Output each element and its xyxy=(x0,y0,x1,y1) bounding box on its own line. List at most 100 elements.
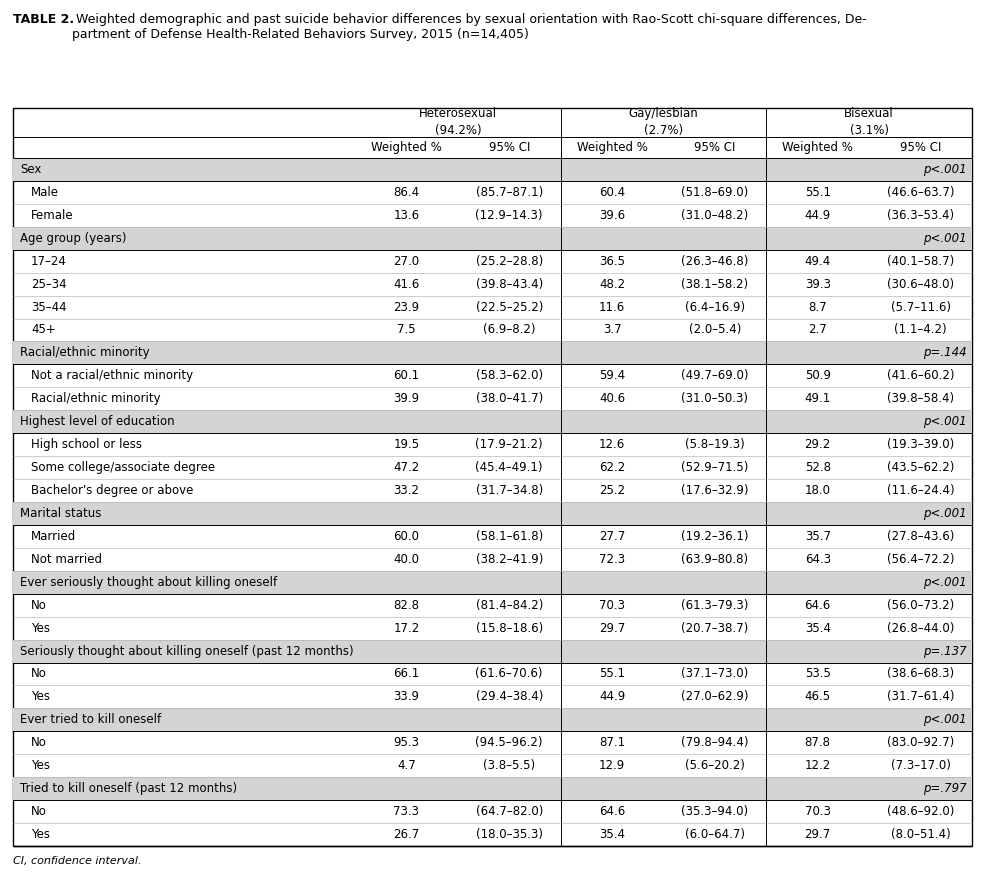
Text: 44.9: 44.9 xyxy=(599,690,625,704)
Text: 23.9: 23.9 xyxy=(393,301,420,314)
Text: 72.3: 72.3 xyxy=(599,553,625,565)
Text: 12.2: 12.2 xyxy=(805,760,831,773)
Text: 64.6: 64.6 xyxy=(805,599,831,612)
Text: 12.6: 12.6 xyxy=(599,438,625,451)
Text: (40.1–58.7): (40.1–58.7) xyxy=(886,254,954,267)
Text: Female: Female xyxy=(31,209,74,222)
Text: (35.3–94.0): (35.3–94.0) xyxy=(682,805,749,818)
Text: High school or less: High school or less xyxy=(31,438,142,451)
Text: 46.5: 46.5 xyxy=(805,690,830,704)
Bar xyxy=(13,226,972,250)
Text: Highest level of education: Highest level of education xyxy=(20,415,174,428)
Text: Seriously thought about killing oneself (past 12 months): Seriously thought about killing oneself … xyxy=(20,644,354,657)
Text: (6.4–16.9): (6.4–16.9) xyxy=(685,301,745,314)
Text: 26.7: 26.7 xyxy=(393,828,420,841)
Text: (39.8–58.4): (39.8–58.4) xyxy=(887,392,954,406)
Text: (19.2–36.1): (19.2–36.1) xyxy=(682,530,749,543)
Text: Ever tried to kill oneself: Ever tried to kill oneself xyxy=(20,713,162,726)
Bar xyxy=(13,709,972,732)
Text: 87.8: 87.8 xyxy=(805,736,830,749)
Text: (17.6–32.9): (17.6–32.9) xyxy=(682,484,749,497)
Text: 50.9: 50.9 xyxy=(805,370,830,382)
Text: 87.1: 87.1 xyxy=(599,736,625,749)
Text: (58.3–62.0): (58.3–62.0) xyxy=(476,370,543,382)
Text: (6.0–64.7): (6.0–64.7) xyxy=(685,828,745,841)
Text: 4.7: 4.7 xyxy=(397,760,416,773)
Text: (64.7–82.0): (64.7–82.0) xyxy=(476,805,543,818)
Text: 70.3: 70.3 xyxy=(805,805,830,818)
Text: (11.6–24.4): (11.6–24.4) xyxy=(886,484,954,497)
Text: (81.4–84.2): (81.4–84.2) xyxy=(476,599,543,612)
Text: 33.2: 33.2 xyxy=(393,484,420,497)
Text: (6.9–8.2): (6.9–8.2) xyxy=(483,323,536,336)
Text: 73.3: 73.3 xyxy=(393,805,420,818)
Text: Not a racial/ethnic minority: Not a racial/ethnic minority xyxy=(31,370,193,382)
Text: (31.7–61.4): (31.7–61.4) xyxy=(886,690,954,704)
Text: 29.7: 29.7 xyxy=(599,621,625,635)
Bar xyxy=(13,502,972,525)
Text: 11.6: 11.6 xyxy=(599,301,625,314)
Text: Sex: Sex xyxy=(20,163,41,176)
Text: 36.5: 36.5 xyxy=(599,254,625,267)
Text: 25–34: 25–34 xyxy=(31,278,67,291)
Text: Some college/associate degree: Some college/associate degree xyxy=(31,461,215,474)
Text: 70.3: 70.3 xyxy=(599,599,625,612)
Text: (30.6–48.0): (30.6–48.0) xyxy=(887,278,954,291)
Text: 35–44: 35–44 xyxy=(31,301,67,314)
Text: Married: Married xyxy=(31,530,76,543)
Text: 48.2: 48.2 xyxy=(599,278,625,291)
Text: (43.5–62.2): (43.5–62.2) xyxy=(886,461,954,474)
Text: 41.6: 41.6 xyxy=(393,278,420,291)
Text: (19.3–39.0): (19.3–39.0) xyxy=(886,438,954,451)
Text: Yes: Yes xyxy=(31,621,50,635)
Text: (5.6–20.2): (5.6–20.2) xyxy=(685,760,745,773)
Text: (41.6–60.2): (41.6–60.2) xyxy=(886,370,954,382)
Text: 64.6: 64.6 xyxy=(599,805,625,818)
Text: (29.4–38.4): (29.4–38.4) xyxy=(476,690,543,704)
Text: 95% CI: 95% CI xyxy=(489,141,530,154)
Text: (48.6–92.0): (48.6–92.0) xyxy=(886,805,954,818)
Text: (2.0–5.4): (2.0–5.4) xyxy=(689,323,741,336)
Text: 40.6: 40.6 xyxy=(599,392,625,406)
Bar xyxy=(13,108,972,846)
Text: (61.3–79.3): (61.3–79.3) xyxy=(682,599,749,612)
Text: (38.1–58.2): (38.1–58.2) xyxy=(682,278,749,291)
Bar xyxy=(13,410,972,434)
Text: 2.7: 2.7 xyxy=(809,323,827,336)
Bar xyxy=(13,571,972,593)
Text: (38.0–41.7): (38.0–41.7) xyxy=(476,392,543,406)
Text: (31.0–48.2): (31.0–48.2) xyxy=(682,209,749,222)
Text: TABLE 2.: TABLE 2. xyxy=(13,13,74,26)
Bar xyxy=(13,342,972,364)
Text: (27.8–43.6): (27.8–43.6) xyxy=(886,530,954,543)
Text: (45.4–49.1): (45.4–49.1) xyxy=(476,461,543,474)
Text: 82.8: 82.8 xyxy=(393,599,420,612)
Text: (38.6–68.3): (38.6–68.3) xyxy=(887,668,954,681)
Text: 35.7: 35.7 xyxy=(805,530,830,543)
Text: Age group (years): Age group (years) xyxy=(20,232,126,245)
Text: (56.0–73.2): (56.0–73.2) xyxy=(886,599,954,612)
Text: 55.1: 55.1 xyxy=(805,186,830,199)
Text: (20.7–38.7): (20.7–38.7) xyxy=(682,621,749,635)
Text: 55.1: 55.1 xyxy=(599,668,625,681)
Text: Yes: Yes xyxy=(31,760,50,773)
Text: 29.2: 29.2 xyxy=(805,438,831,451)
Text: (7.3–17.0): (7.3–17.0) xyxy=(890,760,951,773)
Text: 27.0: 27.0 xyxy=(393,254,420,267)
Text: 39.6: 39.6 xyxy=(599,209,625,222)
Text: (12.9–14.3): (12.9–14.3) xyxy=(476,209,543,222)
Text: CI, confidence interval.: CI, confidence interval. xyxy=(13,856,142,866)
Text: (85.7–87.1): (85.7–87.1) xyxy=(476,186,543,199)
Text: p=.137: p=.137 xyxy=(923,644,967,657)
Text: 3.7: 3.7 xyxy=(603,323,622,336)
Text: 35.4: 35.4 xyxy=(599,828,625,841)
Text: 33.9: 33.9 xyxy=(393,690,420,704)
Text: Bisexual
(3.1%): Bisexual (3.1%) xyxy=(844,108,894,137)
Text: Ever seriously thought about killing oneself: Ever seriously thought about killing one… xyxy=(20,576,277,589)
Text: (38.2–41.9): (38.2–41.9) xyxy=(476,553,543,565)
Text: 95.3: 95.3 xyxy=(393,736,420,749)
Text: 44.9: 44.9 xyxy=(805,209,831,222)
Text: 35.4: 35.4 xyxy=(805,621,830,635)
Text: Yes: Yes xyxy=(31,828,50,841)
Text: Tried to kill oneself (past 12 months): Tried to kill oneself (past 12 months) xyxy=(20,782,237,795)
